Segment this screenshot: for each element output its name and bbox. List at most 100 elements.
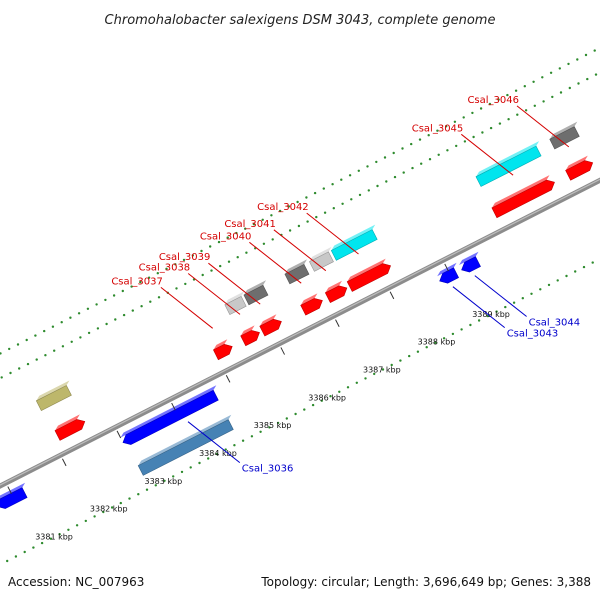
label-leader (208, 262, 261, 305)
tick-mark (225, 375, 231, 383)
guide-dot (392, 151, 395, 155)
feature-body (54, 419, 86, 441)
feature-body (0, 487, 28, 509)
gene-feature-olive (35, 380, 72, 412)
genome-backbone (0, 177, 600, 489)
guide-dot (329, 395, 332, 398)
gene-feature-lightgray (308, 246, 334, 272)
guide-dot (23, 550, 26, 554)
guide-dot (276, 421, 280, 425)
guide-dot (217, 240, 221, 244)
guide-dot (358, 193, 362, 197)
guide-dot (479, 107, 483, 110)
gene-label: Csal_3037 (111, 276, 163, 287)
guide-dot (182, 258, 186, 262)
feature-body (308, 251, 334, 272)
gene-label: Csal_3042 (257, 202, 309, 213)
guide-dot (201, 273, 204, 277)
feature-bevel (240, 325, 255, 336)
guide-dot (226, 236, 229, 239)
tick-label: 3389 kbp (472, 310, 510, 319)
guide-dot (486, 314, 489, 318)
feature-body (122, 389, 219, 445)
feature-bevel (120, 385, 217, 438)
gene-label: Csal_3044 (529, 318, 581, 329)
guide-dot (393, 175, 397, 179)
gene-feature-blue (0, 482, 28, 509)
guide-dot (376, 184, 379, 188)
feature-body (549, 126, 580, 150)
gene-feature-darkgray (284, 259, 310, 285)
guide-dot (477, 319, 481, 322)
guide-dot (121, 289, 125, 293)
gene-label: Csal_3039 (159, 252, 211, 263)
feature-bevel (309, 246, 332, 262)
guide-dot (381, 368, 385, 371)
guide-dot (481, 131, 484, 134)
guide-dot (539, 288, 542, 291)
feature-bevel (138, 414, 232, 466)
gene-feature-red (300, 293, 323, 316)
tick-label: 3382 kbp (90, 505, 128, 514)
guide-dot (472, 135, 475, 139)
guide-dot (451, 332, 455, 336)
guide-dot (348, 174, 352, 177)
guide-dot (355, 381, 358, 384)
genome-summary-text: Topology: circular; Length: 3,696,649 bp… (260, 575, 591, 589)
guide-dot (425, 346, 428, 349)
guide-dot (367, 189, 370, 192)
gene-feature-red (491, 175, 555, 219)
guide-dot (105, 322, 108, 326)
guide-dot (568, 86, 571, 90)
guide-dot (541, 76, 544, 79)
guide-dot (305, 196, 308, 199)
guide-dot (524, 109, 528, 112)
guide-dot (542, 100, 545, 103)
gene-label: Csal_3040 (200, 231, 252, 242)
guide-dot (418, 138, 422, 141)
tick-mark (335, 319, 340, 327)
guide-dot (114, 318, 117, 321)
guide-dot (567, 62, 570, 66)
guide-dot (547, 283, 551, 287)
feature-bevel (224, 291, 245, 305)
guide-dot (0, 352, 2, 355)
feature-bevel (259, 314, 277, 327)
tick-mark (61, 458, 67, 467)
guide-dot (60, 321, 63, 324)
guide-dot (446, 149, 449, 152)
guide-dot (313, 191, 317, 195)
guide-dot (469, 323, 472, 327)
guide-dot (84, 519, 88, 523)
guide-dot (102, 510, 105, 514)
feature-body (491, 179, 555, 219)
guide-dot (416, 350, 420, 353)
guide-dot (34, 334, 37, 337)
backbone-line (0, 177, 600, 489)
guide-dot (507, 118, 510, 121)
feature-bevel (437, 262, 457, 277)
guide-dot (241, 439, 245, 442)
tick-label: 3383 kbp (145, 477, 183, 486)
guide-dot (558, 67, 561, 70)
guide-dot (79, 336, 82, 339)
label-leader (273, 229, 327, 272)
guide-dot (390, 363, 393, 367)
label-leader (249, 241, 302, 284)
guide-dot (70, 340, 73, 343)
guide-dot (593, 49, 596, 52)
guide-dot (227, 260, 231, 263)
guide-dot (250, 435, 254, 438)
guide-dot (49, 537, 53, 540)
feature-bevel (300, 293, 318, 306)
gene-feature-lightgray (224, 291, 247, 316)
guide-dot (427, 134, 430, 137)
guide-dot (311, 403, 315, 407)
feature-body (224, 295, 247, 316)
guide-dot (383, 156, 387, 159)
feature-body (240, 330, 260, 347)
guide-dot (262, 242, 266, 245)
guide-dot (294, 412, 297, 416)
guide-dot (366, 165, 369, 168)
guide-dot (322, 187, 325, 190)
